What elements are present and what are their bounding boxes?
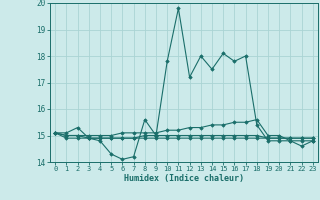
X-axis label: Humidex (Indice chaleur): Humidex (Indice chaleur) [124, 174, 244, 183]
